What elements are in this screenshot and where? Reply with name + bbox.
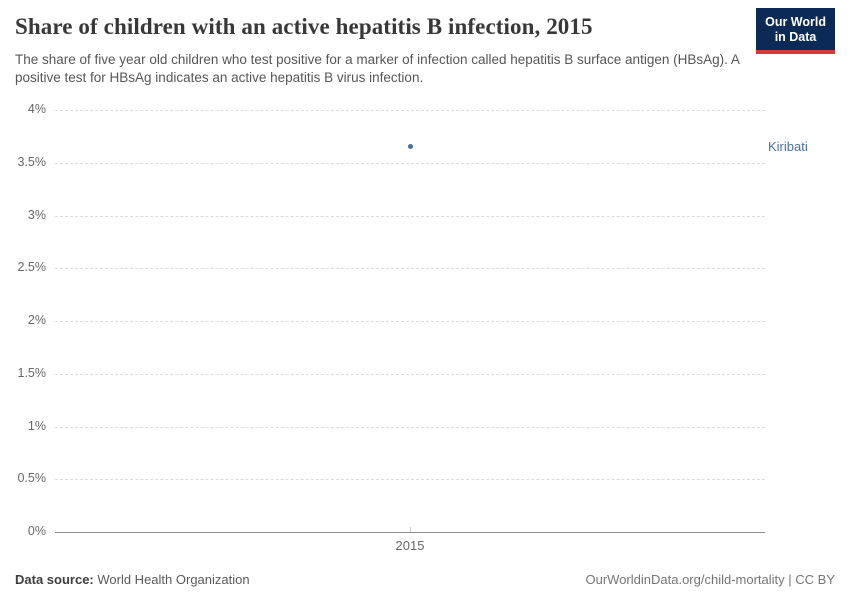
owid-logo-line2: in Data xyxy=(774,30,817,44)
y-gridline xyxy=(55,110,765,111)
y-gridline xyxy=(55,215,765,217)
x-tick-label: 2015 xyxy=(395,538,425,553)
chart-footer: Data source: World Health Organization O… xyxy=(15,572,835,587)
credit-link[interactable]: OurWorldinData.org/child-mortality | CC … xyxy=(585,572,836,587)
entity-label-kiribati[interactable]: Kiribati xyxy=(768,138,808,154)
y-gridline xyxy=(55,373,765,375)
y-tick-label: 0% xyxy=(27,524,46,538)
x-tick-mark xyxy=(410,527,411,532)
data-source-label: Data source: xyxy=(15,572,94,587)
data-source-value: World Health Organization xyxy=(93,572,250,587)
x-axis-line xyxy=(55,532,765,533)
owid-logo-line1: Our World xyxy=(765,15,826,29)
y-tick-label: 1.5% xyxy=(17,365,47,380)
y-tick-label: 2.5% xyxy=(17,260,47,275)
page-title: Share of children with an active hepatit… xyxy=(15,14,593,39)
y-tick-label: 1% xyxy=(27,418,46,433)
y-gridline xyxy=(55,479,765,481)
y-tick-label: 4% xyxy=(27,102,46,116)
y-tick-label: 2% xyxy=(27,313,46,327)
y-tick-label: 3% xyxy=(27,207,46,222)
y-gridline xyxy=(55,268,765,270)
chart-subtitle: The share of five year old children who … xyxy=(15,52,740,85)
chart-header: Share of children with an active hepatit… xyxy=(15,12,750,86)
y-tick-label: 3.5% xyxy=(17,154,47,169)
y-tick-label: 0.5% xyxy=(17,471,47,486)
y-gridline xyxy=(55,426,765,428)
y-gridline xyxy=(55,321,765,322)
y-gridline xyxy=(55,162,765,164)
data-point-kiribati[interactable] xyxy=(407,144,413,150)
data-source: Data source: World Health Organization xyxy=(15,572,250,587)
owid-logo[interactable]: Our World in Data xyxy=(756,8,835,54)
